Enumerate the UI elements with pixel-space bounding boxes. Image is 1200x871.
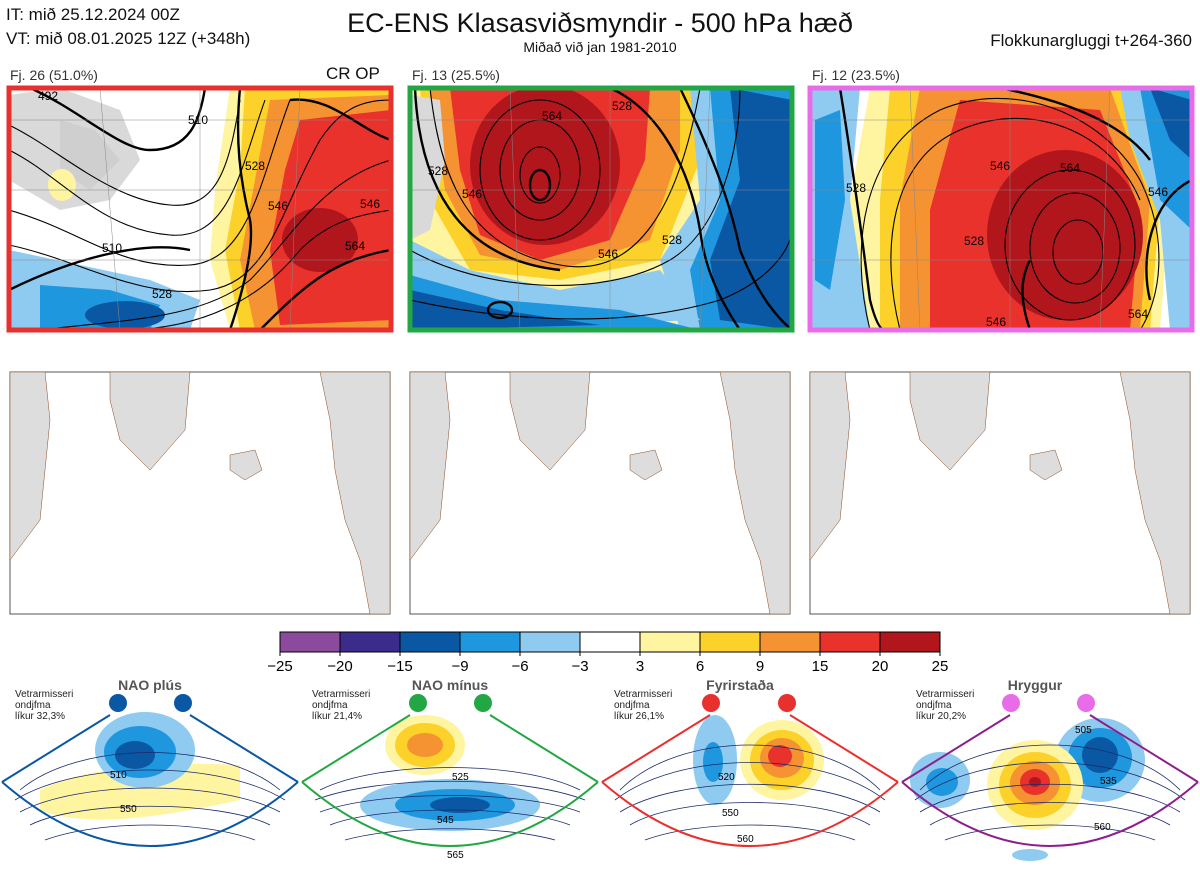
classification-window: Flokkunargluggi t+264-360 (990, 31, 1192, 50)
regime-4-contour-label: 560 (1094, 822, 1111, 833)
cluster-1-map: 492 510 510 528 528 546 546 564 (9, 88, 391, 330)
cluster-1-contour-label: 528 (245, 159, 265, 173)
init-time: IT: mið 25.12.2024 00Z (6, 5, 180, 24)
cluster-2-contour-label: 564 (542, 109, 562, 123)
cluster-1-contour-label: 528 (152, 287, 172, 301)
cluster-2-border (407, 85, 795, 333)
regime-nao-minus: 525 545 565 NAO mínus Vetrarmisseri ondj… (301, 677, 599, 861)
regime-4-note: Vetrarmisseri (916, 689, 974, 700)
cluster-1-contour-label: 510 (188, 113, 208, 127)
colorbar-tick-label: −20 (327, 658, 352, 675)
cluster-2-contour-label: 528 (662, 233, 682, 247)
regime-3-title: Fyrirstaða (706, 677, 774, 693)
regime-2-note: ondjfma (312, 700, 348, 711)
colorbar-ticks: −25 −20 −15 −9 −6 −3 3 6 9 15 20 25 (267, 652, 948, 675)
regime-2-contour-label: 545 (437, 815, 454, 826)
colorbar-tick-label: 6 (696, 658, 704, 675)
regime-3-note: ondjfma (614, 700, 650, 711)
regime-ridge: 505 535 560 Hryggur Vetrarmisseri ondjfm… (901, 677, 1199, 861)
cluster-3-contour-label: 546 (990, 159, 1010, 173)
colorbar-tick-label: −25 (267, 658, 292, 675)
regime-4-contour-label: 535 (1100, 776, 1117, 787)
regime-3-note: líkur 26,1% (614, 711, 664, 722)
regime-1-contour-label: 550 (120, 804, 137, 815)
regime-3-contour-label: 520 (718, 772, 735, 783)
page-subtitle: Miðað við jan 1981-2010 (523, 39, 677, 55)
regime-3-note: Vetrarmisseri (614, 689, 672, 700)
page-title: EC-ENS Klasasviðsmyndir - 500 hPa hæð (347, 8, 853, 38)
cluster-3-map: 528 528 546 564 546 546 564 (810, 88, 1192, 330)
regime-1-note: Vetrarmisseri (15, 689, 73, 700)
cluster-3-border (807, 85, 1195, 333)
valid-time: VT: mið 08.01.2025 12Z (+348h) (6, 29, 251, 48)
regime-4-note: líkur 20,2% (916, 711, 966, 722)
cluster-2-contour-label: 528 (612, 99, 632, 113)
regime-4-title: Hryggur (1008, 677, 1063, 693)
regime-2-note: Vetrarmisseri (312, 689, 370, 700)
cluster-2-contour-label: 546 (462, 187, 482, 201)
colorbar-tick-label: 25 (932, 658, 949, 675)
cluster-1-contour-label: 510 (102, 241, 122, 255)
colorbar-tick-label: 3 (636, 658, 644, 675)
regime-3-contour-label: 560 (737, 834, 754, 845)
cluster-2-contour-label: 546 (598, 247, 618, 261)
regime-1-contour-label: 510 (110, 770, 127, 781)
colorbar-tick-label: 20 (872, 658, 889, 675)
colorbar-tick-label: 9 (756, 658, 764, 675)
regime-nao-plus: 510 550 NAO plús Vetrarmisseri ondjfma l… (1, 677, 299, 847)
basemap-2 (409, 371, 791, 615)
colorbar-cells (279, 631, 941, 653)
cluster-1-contour-label: 546 (268, 199, 288, 213)
regime-4-note: ondjfma (916, 700, 952, 711)
colorbar-tick-label: −15 (387, 658, 412, 675)
colorbar-tick-label: 15 (812, 658, 829, 675)
regime-1-note: ondjfma (15, 700, 51, 711)
cluster-3-contour-label: 564 (1060, 161, 1080, 175)
regime-1-title: NAO plús (118, 677, 182, 693)
cluster-2-map: 528 546 546 528 564 528 (410, 88, 792, 330)
regime-1-note: líkur 32,3% (15, 711, 65, 722)
cluster-3-contour-label: 546 (986, 315, 1006, 329)
colorbar-tick-label: −3 (571, 658, 588, 675)
regime-4-contour-label: 505 (1075, 725, 1092, 736)
cluster-2-label: Fj. 13 (25.5%) (412, 67, 500, 83)
cluster-3-contour-label: 528 (964, 234, 984, 248)
cluster-3-contour-label: 528 (846, 181, 866, 195)
cluster-1-contour-label: 492 (38, 89, 58, 103)
regime-2-title: NAO mínus (412, 677, 488, 693)
cluster-1-tag: CR OP (326, 64, 380, 83)
cluster-2-contour-label: 528 (428, 164, 448, 178)
regime-2-note: líkur 21,4% (312, 711, 362, 722)
cluster-1-contour-label: 546 (360, 197, 380, 211)
basemap-1 (9, 371, 391, 615)
colorbar-cell (879, 631, 941, 653)
regime-2-contour-label: 525 (452, 772, 469, 783)
cluster-1-contour-label: 564 (345, 239, 365, 253)
regime-blocking: 520 550 560 Fyrirstaða Vetrarmisseri ond… (601, 677, 899, 847)
cluster-1-border (6, 85, 394, 333)
regime-2-contour-label: 565 (447, 850, 464, 861)
cluster-3-label: Fj. 12 (23.5%) (812, 67, 900, 83)
colorbar-tick-label: −6 (511, 658, 528, 675)
basemap-3 (809, 371, 1191, 615)
regime-3-contour-label: 550 (722, 808, 739, 819)
colorbar-tick-label: −9 (451, 658, 468, 675)
cluster-3-contour-label: 564 (1128, 307, 1148, 321)
cluster-1-label: Fj. 26 (51.0%) (10, 67, 98, 83)
cluster-3-contour-label: 546 (1148, 185, 1168, 199)
